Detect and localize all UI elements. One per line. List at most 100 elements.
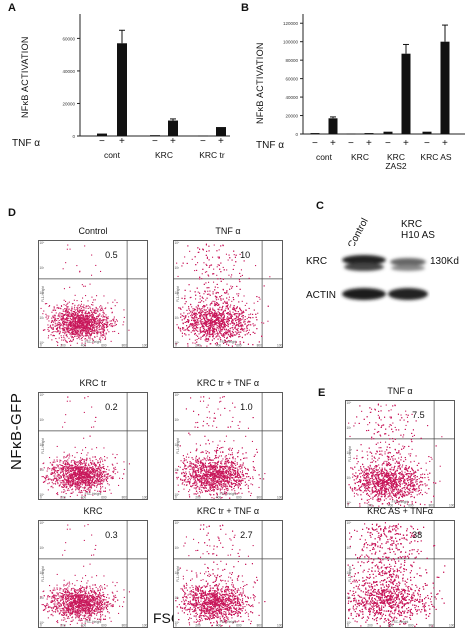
facs-plot-title: KRC <box>83 506 103 516</box>
panel-a-sign-3: + <box>170 136 176 147</box>
facs-y-ticks: 10⁰ 10¹ 10² 10³ 10⁴ <box>40 521 46 625</box>
panel-a-sign-1: + <box>119 136 125 147</box>
facs-plot-canvas: 0 200 400 600 800 1000 10⁰ 10¹ 10² 10³ 10⁴ FL1-Heig… <box>173 520 283 628</box>
facs-y-tick: 10² <box>40 571 45 575</box>
panel-a-sign-4: − <box>200 136 206 147</box>
panel-b-tnf-label: TNF α <box>256 140 284 151</box>
facs-y-tick: 10⁴ <box>347 521 353 525</box>
bar <box>422 131 432 134</box>
facs-plot-title: KRC AS + TNFα <box>367 506 433 516</box>
facs-x-tick: 200 <box>60 344 66 348</box>
facs-y-tick: 10⁰ <box>175 341 181 345</box>
facs-x-ticks: 0 200 400 600 800 1000 <box>40 496 148 500</box>
panel-d-letter: D <box>8 207 16 219</box>
facs-x-tick: 0 <box>40 496 42 500</box>
facs-x-tick: 800 <box>257 624 263 628</box>
facs-dots <box>175 243 271 347</box>
facs-y-tick: 10² <box>347 571 352 575</box>
band-krc-as-lower <box>391 265 425 271</box>
panel-a-sign-5: + <box>218 136 224 147</box>
y-tick-label: 20000 <box>285 114 298 119</box>
panel-b-ylabel: NFκB ACTIVATION <box>255 42 265 124</box>
panel-e-letter: E <box>318 387 326 399</box>
facs-x-axis-label: FSC-Height <box>85 340 102 344</box>
facs-dots <box>347 522 446 627</box>
facs-x-tick: 600 <box>408 624 414 628</box>
panel-c-letter: C <box>316 200 324 212</box>
facs-x-tick: 1000 <box>142 344 148 348</box>
facs-y-tick: 10¹ <box>40 468 45 472</box>
facs-y-tick: 10³ <box>347 546 352 550</box>
facs-plot-title: KRC tr + TNF α <box>196 506 260 516</box>
facs-y-tick: 10³ <box>40 418 45 422</box>
facs-plot-d-2: KRC tr 0 200 400 600 800 1000 10⁰ 10¹ 10² 10³ 10⁴ FL… <box>38 378 148 502</box>
panel-b-category-2: KRC ZAS2 <box>385 152 407 171</box>
panel-a-category-2: KRC tr <box>199 150 225 160</box>
facs-plot-d-3: KRC tr + TNF α 0 200 400 600 800 1000 10⁰ 10¹ 10²… <box>173 378 283 502</box>
facs-x-ticks: 0 200 400 600 800 1000 <box>40 624 148 628</box>
facs-x-tick: 600 <box>236 344 242 348</box>
facs-y-ticks: 10⁰ 10¹ 10² 10³ 10⁴ <box>347 401 353 505</box>
facs-y-tick: 10³ <box>40 266 45 270</box>
facs-y-tick: 10⁰ <box>347 621 353 625</box>
facs-x-tick: 800 <box>122 496 128 500</box>
facs-x-tick: 800 <box>122 624 128 628</box>
facs-y-tick: 10² <box>175 571 180 575</box>
facs-dots <box>40 396 130 499</box>
bar <box>440 41 450 134</box>
facs-y-axis-label: FL1-Height <box>348 446 352 462</box>
facs-dots <box>175 396 266 499</box>
facs-x-tick: 0 <box>347 504 349 508</box>
facs-x-tick: 1000 <box>277 496 283 500</box>
facs-y-tick: 10³ <box>347 426 352 430</box>
facs-x-ticks: 0 200 400 600 800 1000 <box>347 624 455 628</box>
band-krc-control <box>342 255 386 265</box>
facs-x-tick: 400 <box>81 624 87 628</box>
facs-x-axis-label: FSC-Height <box>220 492 237 496</box>
y-tick-label: 40000 <box>62 69 75 74</box>
facs-y-axis-label: FL1-Height <box>348 566 352 582</box>
facs-x-tick: 800 <box>257 344 263 348</box>
facs-x-tick: 0 <box>175 624 177 628</box>
y-tick-label: 0 <box>295 132 298 137</box>
facs-y-tick: 10¹ <box>175 316 180 320</box>
facs-y-tick: 10³ <box>40 546 45 550</box>
facs-x-tick: 600 <box>101 496 107 500</box>
lane-label-krc-h10-as: KRC H10 AS <box>401 219 441 241</box>
bar <box>310 133 320 134</box>
facs-plot-e-0: TNF α 0 200 400 600 800 1000 10⁰ 10¹ 10² 10³ 10⁴ FL1… <box>345 386 455 510</box>
facs-y-axis-label: FL1-Height <box>41 566 45 582</box>
bar <box>198 135 208 137</box>
facs-x-tick: 600 <box>408 504 414 508</box>
facs-y-tick: 10⁴ <box>175 241 181 245</box>
facs-y-tick: 10² <box>175 291 180 295</box>
facs-plot-title: Control <box>78 226 108 236</box>
y-tick-label: 60000 <box>285 77 298 82</box>
facs-x-tick: 800 <box>257 496 263 500</box>
facs-x-axis-label: FSC-Height <box>85 492 102 496</box>
bar <box>401 53 411 134</box>
facs-percent-label: 2.7 <box>240 530 253 540</box>
facs-x-ticks: 0 200 400 600 800 1000 <box>40 344 148 348</box>
facs-x-tick: 200 <box>60 624 66 628</box>
facs-y-tick: 10² <box>40 291 45 295</box>
facs-frame <box>345 520 455 628</box>
panel-b-sign-7: + <box>442 138 448 149</box>
panel-a-category-1: KRC <box>155 150 173 160</box>
facs-y-tick: 10¹ <box>347 476 352 480</box>
panel-b-sign-1: + <box>330 138 336 149</box>
facs-y-ticks: 10⁰ 10¹ 10² 10³ 10⁴ <box>175 241 181 345</box>
y-tick-label: 60000 <box>62 36 75 41</box>
facs-plot-canvas: 0 200 400 600 800 1000 10⁰ 10¹ 10² 10³ 10⁴ FL1-Heig… <box>173 392 283 500</box>
y-tick-label: 20000 <box>62 101 75 106</box>
facs-plot-title: TNF α <box>387 386 413 396</box>
facs-x-tick: 200 <box>367 504 373 508</box>
facs-x-tick: 200 <box>195 624 201 628</box>
bar <box>383 131 393 134</box>
facs-x-tick: 1000 <box>142 496 148 500</box>
panel-b-sign-5: + <box>403 138 409 149</box>
facs-percent-label: 7.5 <box>412 410 425 420</box>
facs-x-tick: 800 <box>429 624 435 628</box>
facs-x-tick: 1000 <box>277 344 283 348</box>
panel-b-sign-2: − <box>348 138 354 149</box>
